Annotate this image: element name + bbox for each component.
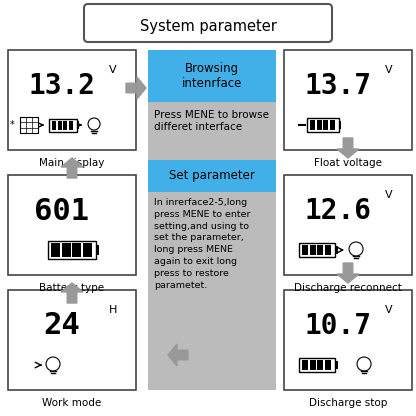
Bar	[148, 160, 276, 192]
Bar	[148, 50, 276, 390]
Polygon shape	[337, 138, 359, 158]
Bar	[77, 121, 79, 129]
Text: Discharge stop: Discharge stop	[309, 398, 387, 408]
FancyBboxPatch shape	[8, 290, 136, 390]
Polygon shape	[61, 283, 83, 303]
Text: 601: 601	[34, 196, 89, 225]
Bar	[96, 245, 99, 255]
FancyBboxPatch shape	[8, 175, 136, 275]
Bar	[69, 121, 72, 129]
Bar	[49, 119, 77, 131]
Text: Main display: Main display	[40, 158, 105, 168]
Text: 10.7: 10.7	[304, 312, 371, 340]
Text: Press MENE to browse
differet interface: Press MENE to browse differet interface	[154, 110, 269, 131]
Circle shape	[46, 357, 60, 371]
Text: V: V	[109, 65, 117, 75]
FancyBboxPatch shape	[8, 50, 136, 150]
Bar	[72, 243, 81, 257]
Text: Float voltage: Float voltage	[314, 158, 382, 168]
Bar	[317, 245, 323, 255]
Text: System parameter: System parameter	[139, 20, 277, 35]
Circle shape	[88, 118, 100, 130]
Bar	[302, 360, 308, 370]
Bar	[339, 121, 341, 129]
Bar	[82, 243, 92, 257]
Bar	[323, 120, 328, 130]
Bar	[310, 245, 316, 255]
Text: 12.6: 12.6	[304, 197, 371, 225]
Text: H: H	[109, 305, 117, 315]
Text: In inrerface2-5,long
press MENE to enter
setting,and using to
set the parameter,: In inrerface2-5,long press MENE to enter…	[154, 198, 250, 290]
Bar	[335, 361, 337, 369]
Polygon shape	[337, 263, 359, 283]
Bar	[52, 121, 56, 129]
Text: 24: 24	[43, 312, 80, 341]
Text: Browsing
intenrface: Browsing intenrface	[182, 62, 242, 90]
Bar	[51, 243, 60, 257]
Bar	[310, 360, 316, 370]
Bar	[324, 360, 331, 370]
Bar	[317, 360, 323, 370]
FancyBboxPatch shape	[284, 175, 412, 275]
Text: 13.7: 13.7	[304, 72, 371, 100]
Text: V: V	[385, 190, 393, 200]
Text: Discharge reconnect: Discharge reconnect	[294, 283, 402, 293]
Bar	[62, 243, 70, 257]
Bar	[63, 121, 67, 129]
Text: Battery type: Battery type	[40, 283, 104, 293]
FancyBboxPatch shape	[284, 50, 412, 150]
Bar	[329, 120, 334, 130]
Bar	[324, 245, 331, 255]
Text: *: *	[10, 120, 15, 130]
FancyBboxPatch shape	[84, 4, 332, 42]
Text: V: V	[385, 305, 393, 315]
Bar	[57, 121, 62, 129]
Bar	[317, 120, 322, 130]
Polygon shape	[61, 158, 83, 178]
Polygon shape	[168, 344, 188, 366]
Text: Set parameter: Set parameter	[169, 169, 255, 183]
Bar	[310, 120, 315, 130]
Bar	[148, 50, 276, 102]
Bar	[48, 241, 96, 259]
Text: Work mode: Work mode	[42, 398, 102, 408]
Bar	[299, 243, 335, 257]
Bar	[20, 117, 38, 133]
Text: V: V	[385, 65, 393, 75]
Bar	[299, 358, 335, 372]
Bar	[302, 245, 308, 255]
Text: 13.2: 13.2	[28, 72, 95, 100]
Bar	[335, 246, 337, 254]
Circle shape	[349, 242, 363, 256]
Polygon shape	[126, 77, 146, 99]
Circle shape	[357, 357, 371, 371]
FancyBboxPatch shape	[284, 290, 412, 390]
Bar	[307, 118, 339, 132]
